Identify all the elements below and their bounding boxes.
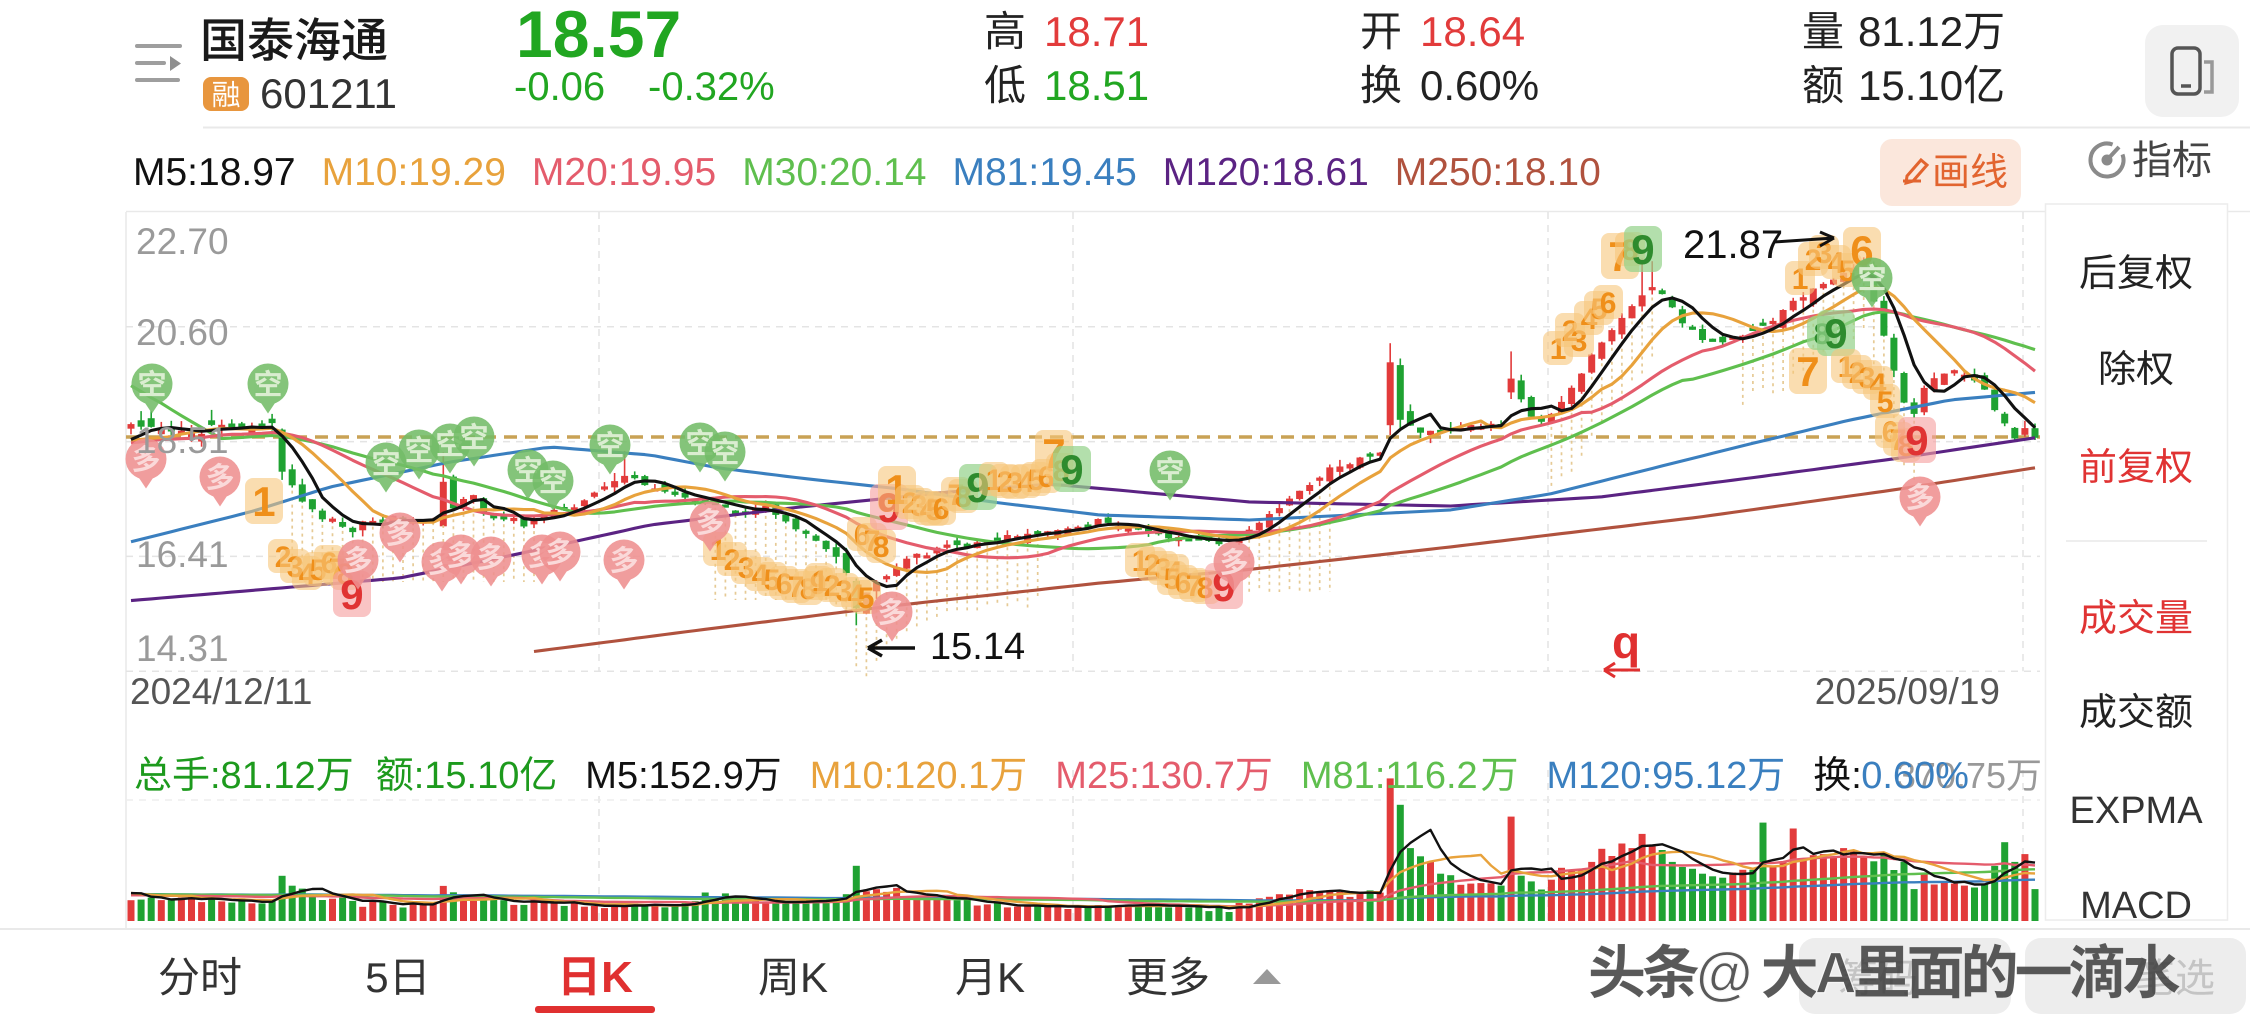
svg-text:M5:18.97: M5:18.97 xyxy=(133,151,296,194)
svg-text:EXPMA: EXPMA xyxy=(2070,790,2204,832)
svg-text::81.12: :81.12 xyxy=(210,755,316,797)
svg-text:K: K xyxy=(601,953,633,1002)
svg-text:M250:18.10: M250:18.10 xyxy=(1395,151,1601,194)
svg-text:14.31: 14.31 xyxy=(136,628,229,669)
svg-text:5: 5 xyxy=(1877,386,1894,419)
svg-text:M120:18.61: M120:18.61 xyxy=(1163,151,1369,194)
svg-text:-0.32%: -0.32% xyxy=(648,65,775,109)
svg-text:9: 9 xyxy=(1060,446,1083,493)
svg-text:M10:19.29: M10:19.29 xyxy=(322,151,506,194)
svg-text:18.57: 18.57 xyxy=(516,0,681,71)
svg-text:15.14: 15.14 xyxy=(930,626,1025,668)
svg-text:9: 9 xyxy=(1631,226,1654,273)
svg-text:9: 9 xyxy=(1905,417,1928,464)
svg-text:M81:116.2: M81:116.2 xyxy=(1301,755,1478,797)
svg-text:18.51: 18.51 xyxy=(1044,62,1149,109)
svg-text:-0.06: -0.06 xyxy=(514,65,605,109)
svg-text:81.12: 81.12 xyxy=(1858,8,1963,55)
svg-text:K: K xyxy=(997,954,1025,1001)
svg-text::15.10: :15.10 xyxy=(414,755,520,797)
svg-text:M30:20.14: M30:20.14 xyxy=(742,151,926,194)
svg-text:16.41: 16.41 xyxy=(136,534,229,575)
svg-text:5: 5 xyxy=(858,582,875,615)
svg-text:22.70: 22.70 xyxy=(136,221,229,262)
svg-text:M120:95.12: M120:95.12 xyxy=(1547,755,1748,797)
svg-text:M5:152.9: M5:152.9 xyxy=(585,755,743,797)
svg-text:5: 5 xyxy=(365,954,388,1001)
svg-text:A: A xyxy=(1815,941,1856,1006)
svg-text:370.75: 370.75 xyxy=(1896,755,2006,796)
svg-text:8: 8 xyxy=(873,531,890,564)
svg-text:21.87: 21.87 xyxy=(1683,223,1783,267)
svg-text:M81:19.45: M81:19.45 xyxy=(953,151,1137,194)
svg-text:K: K xyxy=(800,954,828,1001)
svg-text:2025/09/19: 2025/09/19 xyxy=(1815,671,2000,712)
svg-text:20.60: 20.60 xyxy=(136,312,229,353)
svg-text:15.10: 15.10 xyxy=(1858,62,1963,109)
svg-text:6: 6 xyxy=(1600,287,1617,320)
svg-text:q: q xyxy=(1612,616,1640,668)
svg-text:M10:120.1: M10:120.1 xyxy=(810,755,990,797)
svg-text:@: @ xyxy=(1696,941,1750,1006)
svg-text:601211: 601211 xyxy=(260,70,397,117)
svg-text:MACD: MACD xyxy=(2080,885,2192,927)
svg-text::: : xyxy=(1851,755,1862,797)
svg-text:M25:130.7: M25:130.7 xyxy=(1055,755,1235,797)
svg-text:7: 7 xyxy=(1796,348,1819,395)
svg-text:1: 1 xyxy=(252,478,275,525)
svg-text:2024/12/11: 2024/12/11 xyxy=(130,671,312,712)
svg-text:18.51: 18.51 xyxy=(136,420,229,461)
svg-text:0.60%: 0.60% xyxy=(1420,62,1539,109)
svg-text:18.64: 18.64 xyxy=(1420,8,1525,55)
svg-text:18.71: 18.71 xyxy=(1044,8,1149,55)
svg-text:0.60%: 0.60% xyxy=(1861,755,1969,797)
svg-text:M20:19.95: M20:19.95 xyxy=(532,151,716,194)
svg-text:9: 9 xyxy=(1824,310,1847,357)
